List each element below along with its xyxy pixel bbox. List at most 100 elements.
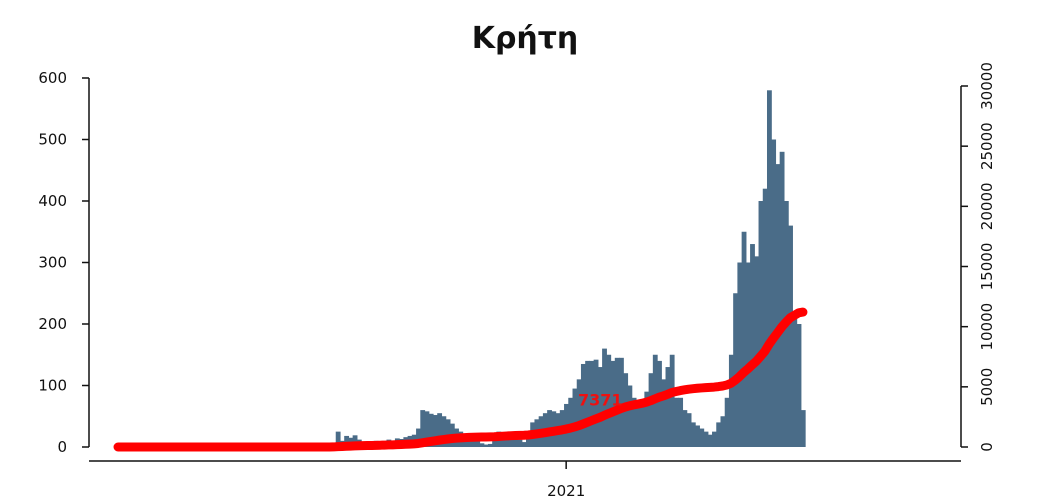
bar [437,413,443,447]
left-y-axis: 0 100 200 300 400 500 600 [38,69,90,456]
bar [682,410,688,447]
right-y-axis: 0 5000 10000 15000 20000 25000 30000 [960,62,996,452]
bar [792,317,798,447]
bar [471,438,476,447]
bar [424,411,430,447]
bar [614,357,620,447]
bar [487,443,493,447]
bar [754,256,760,447]
bar [800,410,806,447]
bar [526,434,531,447]
bar [712,431,717,448]
cumulative-value-label: 7371 [578,390,623,409]
bar [661,379,667,447]
bar [441,416,447,447]
bar [428,413,434,447]
bar [521,442,527,447]
bar [445,419,451,447]
bar [504,434,510,447]
right-tick-label: 0 [978,442,996,452]
right-tick-label: 30000 [978,62,996,110]
bar [517,439,523,447]
bar [602,348,607,447]
bar [631,397,637,447]
bar [648,373,654,447]
bar [775,164,781,447]
bar [779,151,785,448]
bar [640,403,645,447]
bar [720,416,726,447]
bar [513,435,519,447]
bar [593,359,599,447]
cumulative-line [113,307,808,452]
bar [673,397,679,447]
bar [619,357,624,447]
left-tick-label: 500 [38,131,67,149]
bar [572,388,578,447]
bar [635,407,641,447]
left-tick-label: 400 [38,192,67,210]
bar [597,367,603,447]
bar [741,231,747,447]
bar [344,435,350,447]
bar [352,435,358,447]
bar [669,354,675,447]
bar [690,422,696,447]
bar [335,431,341,448]
right-tick-label: 5000 [978,368,996,406]
bar [627,385,633,447]
bar [432,415,438,447]
bar [762,188,768,447]
bar [665,367,671,447]
bar [606,354,612,447]
bar [788,225,793,447]
chart-title: Κρήτη [472,21,579,56]
x-tick-label: 2021 [547,482,585,500]
bar [644,391,650,447]
bar [695,425,700,447]
bar [796,324,802,447]
bar [703,431,709,448]
bar [610,360,616,447]
right-tick-label: 10000 [978,303,996,351]
bar [568,397,574,447]
right-tick-label: 25000 [978,122,996,170]
bar [745,262,751,447]
cumulative-value-label: 29586 [902,0,958,4]
bar [733,293,738,447]
bar [580,363,586,447]
bar [678,397,684,447]
left-tick-label: 600 [38,69,67,87]
bar [483,444,489,447]
bar [699,428,705,447]
bar [758,201,764,447]
bar [766,90,772,448]
bar [724,397,730,447]
right-tick-label: 20000 [978,182,996,230]
right-tick-label: 15000 [978,243,996,291]
bar [707,434,713,447]
bar [492,439,498,447]
bar [509,433,514,447]
bar [716,422,722,447]
bar [771,139,777,447]
annotations-group: 7371 14837 29586 [578,0,958,409]
left-tick-label: 100 [38,377,67,395]
bar [585,360,591,447]
bar [750,244,755,447]
left-tick-label: 0 [57,438,67,456]
bar [686,413,692,447]
bars-group [327,90,806,448]
bar [589,360,595,447]
bar [576,379,582,447]
bar [728,354,734,447]
bar [416,428,421,447]
bar [475,440,481,447]
left-tick-label: 200 [38,315,67,333]
cumulative-value-label: 14837 [805,0,861,4]
bar [420,410,426,447]
x-axis: 2021 [547,461,585,500]
bar [657,360,662,447]
bar [479,443,485,447]
